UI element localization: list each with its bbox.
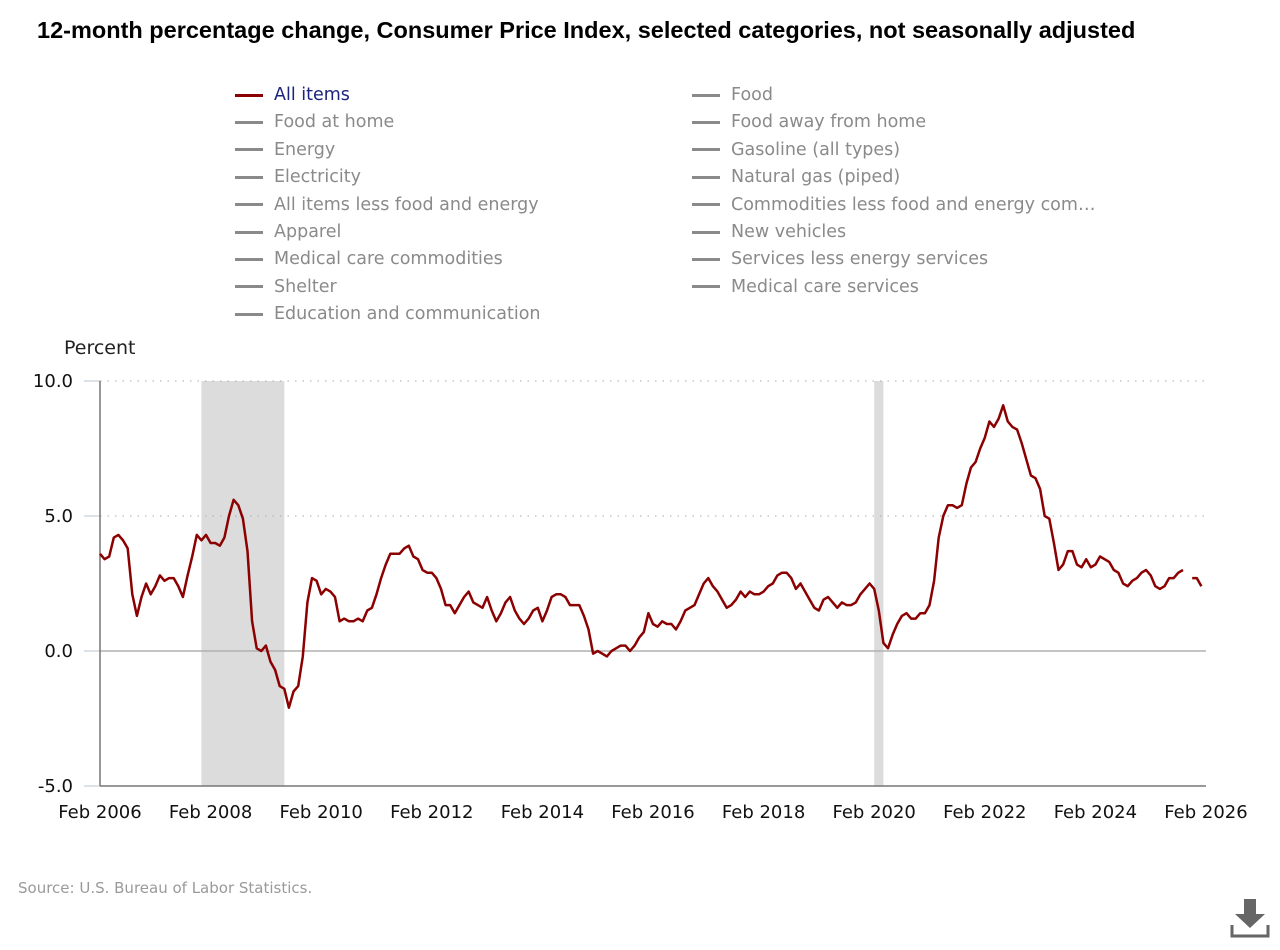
legend-line-icon xyxy=(692,120,720,124)
legend-line-icon xyxy=(235,257,263,261)
legend-label: Energy xyxy=(274,139,336,160)
legend-label: Electricity xyxy=(274,167,361,188)
x-tick-label: Feb 2026 xyxy=(1164,802,1247,823)
legend-line-icon xyxy=(235,285,263,289)
legend-item[interactable]: Food at home xyxy=(235,109,394,135)
y-tick-label: -5.0 xyxy=(38,776,73,797)
legend-item[interactable]: Natural gas (piped) xyxy=(692,164,900,190)
x-tick-label: Feb 2008 xyxy=(169,802,252,823)
legend-item[interactable]: Food away from home xyxy=(692,109,926,135)
legend-line-icon xyxy=(235,312,263,316)
legend-label: Medical care services xyxy=(731,276,919,297)
legend-label: All items xyxy=(274,85,350,105)
legend-label: New vehicles xyxy=(731,222,847,242)
x-tick-label: Feb 2006 xyxy=(58,802,141,823)
y-tick-label: 0.0 xyxy=(44,641,73,662)
legend-line-icon xyxy=(692,230,720,234)
legend-item[interactable]: Food xyxy=(692,82,773,108)
series-line-all-items[interactable] xyxy=(99,404,1184,709)
source-note: Source: U.S. Bureau of Labor Statistics. xyxy=(18,879,313,897)
legend-label: Commodities less food and energy com… xyxy=(731,194,1096,215)
legend-label: Apparel xyxy=(274,222,342,242)
legend-label: Education and communication xyxy=(274,304,541,325)
legend-label: Services less energy services xyxy=(731,249,989,270)
recession-shading xyxy=(874,381,884,786)
legend-label: Food away from home xyxy=(731,112,927,133)
legend-label: Gasoline (all types) xyxy=(731,139,901,160)
legend-line-icon xyxy=(235,148,263,152)
y-tick-label: 10.0 xyxy=(33,371,73,392)
legend-label: All items less food and energy xyxy=(274,194,539,215)
legend-item[interactable]: Energy xyxy=(235,137,335,163)
legend-item[interactable]: Education and communication xyxy=(235,301,541,327)
legend-label: Natural gas (piped) xyxy=(731,167,901,188)
x-tick-label: Feb 2016 xyxy=(611,802,694,823)
legend-item[interactable]: Medical care commodities xyxy=(235,246,503,272)
y-tick-label: 5.0 xyxy=(44,506,73,527)
legend-item[interactable]: Shelter xyxy=(235,274,337,300)
legend-line-icon xyxy=(692,285,720,289)
legend-label: Food xyxy=(731,85,773,105)
legend-item[interactable]: All items xyxy=(235,82,350,108)
legend-label: Shelter xyxy=(274,276,337,297)
legend-item[interactable]: Electricity xyxy=(235,164,361,190)
legend-item[interactable]: Commodities less food and energy com… xyxy=(692,192,1095,218)
x-tick-label: Feb 2020 xyxy=(832,802,915,823)
series-line-all-items[interactable] xyxy=(1192,576,1203,587)
legend-item[interactable]: New vehicles xyxy=(692,219,846,245)
x-tick-label: Feb 2022 xyxy=(943,802,1026,823)
chart-title: 12-month percentage change, Consumer Pri… xyxy=(37,17,1136,43)
legend-item[interactable]: All items less food and energy xyxy=(235,192,539,218)
legend-line-icon xyxy=(692,93,720,97)
legend-item[interactable]: Services less energy services xyxy=(692,246,988,272)
x-tick-label: Feb 2010 xyxy=(279,802,362,823)
legend-line-icon xyxy=(235,230,263,234)
legend-label: Medical care commodities xyxy=(274,249,503,270)
legend-line-icon xyxy=(692,175,720,179)
recession-shading xyxy=(201,381,285,786)
legend-line-icon xyxy=(235,175,263,179)
legend-line-icon xyxy=(235,203,263,207)
download-icon[interactable] xyxy=(1230,897,1270,939)
legend-line-icon xyxy=(692,257,720,261)
legend-line-icon xyxy=(235,93,263,97)
legend-item[interactable]: Medical care services xyxy=(692,274,919,300)
legend-line-icon xyxy=(692,148,720,152)
legend-line-icon xyxy=(692,203,720,207)
x-tick-label: Feb 2018 xyxy=(722,802,805,823)
y-axis-label: Percent xyxy=(64,337,136,359)
x-tick-label: Feb 2012 xyxy=(390,802,473,823)
x-tick-label: Feb 2014 xyxy=(501,802,584,823)
legend-line-icon xyxy=(235,120,263,124)
legend-item[interactable]: Gasoline (all types) xyxy=(692,137,900,163)
legend-label: Food at home xyxy=(274,112,395,133)
legend-item[interactable]: Apparel xyxy=(235,219,341,245)
x-tick-label: Feb 2024 xyxy=(1054,802,1137,823)
